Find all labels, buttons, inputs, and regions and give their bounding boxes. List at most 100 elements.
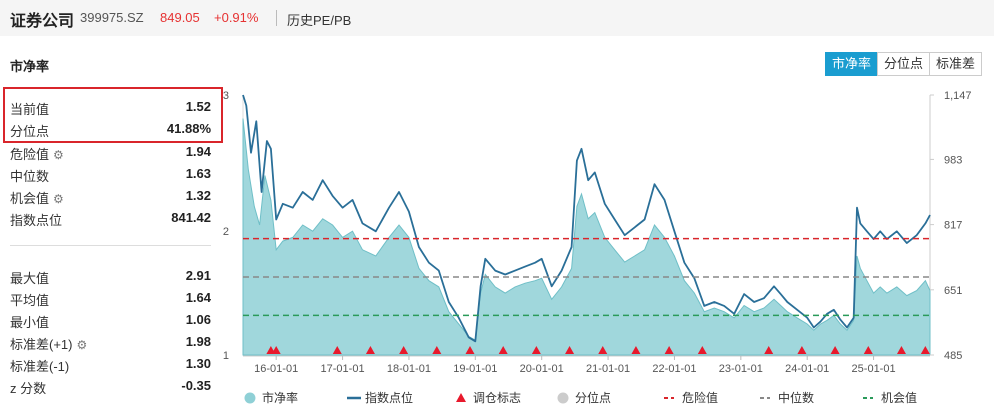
stat-current-value: 当前值 1.52: [10, 99, 211, 117]
stat-danger-value: 危险值 ⚙ 1.94: [10, 144, 211, 162]
x-axis-tick-label: 24-01-01: [785, 363, 829, 375]
x-axis-tick-label: 25-01-01: [852, 363, 896, 375]
stat-percentile: 分位点 41.88%: [10, 121, 211, 139]
stat-value: 1.63: [185, 166, 211, 181]
x-axis-tick-label: 19-01-01: [453, 363, 497, 375]
stat-label: 平均值: [10, 293, 50, 308]
stat-label: 最大值: [10, 271, 50, 286]
index-change: +0.91%: [214, 10, 259, 25]
rebalance-marker: [830, 346, 840, 354]
index-name: 证券公司: [10, 13, 75, 30]
left-axis-tick-label: 2: [223, 226, 229, 238]
rebalance-marker: [531, 346, 541, 354]
x-axis-tick-label: 23-01-01: [719, 363, 763, 375]
legend-percentile-swatch: [557, 392, 569, 404]
legend-label[interactable]: 市净率: [262, 390, 298, 405]
stat-label: 分位点: [10, 124, 50, 139]
rebalance-marker: [565, 346, 575, 354]
rebalance-marker: [920, 346, 930, 354]
rebalance-marker: [863, 346, 873, 354]
rebalance-marker: [465, 346, 475, 354]
rebalance-marker: [697, 346, 707, 354]
legend-label[interactable]: 调仓标志: [473, 391, 521, 405]
stat-label: 中位数: [10, 169, 50, 184]
x-axis-tick-label: 16-01-01: [254, 363, 298, 375]
current-value-highlight-box: [3, 87, 223, 143]
rebalance-marker: [664, 346, 674, 354]
x-axis-tick-label: 17-01-01: [321, 363, 365, 375]
rebalance-marker: [432, 346, 442, 354]
right-axis-tick-label: 817: [944, 220, 962, 232]
header-divider: [276, 10, 277, 26]
stat-mean: 平均值 1.64: [10, 290, 211, 308]
legend-label[interactable]: 危险值: [682, 390, 718, 405]
rebalance-marker: [498, 346, 508, 354]
stat-opportunity-value: 机会值 ⚙ 1.32: [10, 188, 211, 206]
legend-marker-swatch: [456, 393, 466, 402]
stat-index-level: 指数点位 841.42: [10, 210, 211, 228]
legend-label[interactable]: 机会值: [881, 390, 917, 405]
left-axis-tick-label: 3: [223, 90, 229, 102]
stat-label: 标准差(-1): [10, 359, 70, 374]
history-pe-pb-link[interactable]: 历史PE/PB: [287, 13, 352, 28]
stat-value: 1.64: [185, 290, 211, 305]
stat-median: 中位数 1.63: [10, 166, 211, 184]
index-code: 399975.SZ: [80, 10, 144, 25]
rebalance-marker: [365, 346, 375, 354]
stat-value: 1.06: [185, 312, 211, 327]
stat-value: 1.98: [185, 334, 211, 349]
legend-label[interactable]: 中位数: [778, 390, 814, 405]
right-axis-tick-label: 983: [944, 154, 962, 166]
index-line-series: [242, 94, 931, 343]
gear-icon[interactable]: ⚙: [76, 338, 88, 352]
x-axis-tick-label: 20-01-01: [520, 363, 564, 375]
stat-value: 1.52: [185, 99, 211, 114]
rebalance-marker: [399, 346, 409, 354]
gear-icon[interactable]: ⚙: [53, 192, 64, 206]
rebalance-marker: [598, 346, 608, 354]
header-bar: 证券公司 399975.SZ 849.05 +0.91% 历史PE/PB: [0, 0, 994, 36]
stat-std-minus: 标准差(-1) 1.30: [10, 356, 211, 374]
x-axis-tick-label: 21-01-01: [586, 363, 630, 375]
metric-tabs: 市净率 分位点 标准差: [825, 52, 983, 76]
rebalance-marker: [631, 346, 641, 354]
stat-min: 最小值 1.06: [10, 312, 211, 330]
rebalance-marker: [797, 346, 807, 354]
right-axis-tick-label: 1,147: [944, 90, 972, 102]
x-axis-tick-label: 22-01-01: [652, 363, 696, 375]
stat-label: 当前值: [10, 102, 50, 117]
stat-value: 1.30: [185, 356, 211, 371]
stat-label: z 分数: [10, 381, 47, 396]
rebalance-marker: [764, 346, 774, 354]
stat-label: 最小值: [10, 315, 50, 330]
legend-pb-swatch: [244, 392, 256, 404]
stat-std-plus: 标准差(+1) ⚙ 1.98: [10, 334, 211, 352]
rebalance-marker: [271, 346, 281, 354]
stat-value: 41.88%: [166, 121, 211, 136]
x-axis-tick-label: 18-01-01: [387, 363, 431, 375]
stat-max: 最大值 2.91: [10, 268, 211, 286]
stat-label: 指数点位: [10, 213, 63, 228]
stats-divider: [10, 245, 211, 246]
tab-std-dev[interactable]: 标准差: [929, 52, 983, 76]
legend-label[interactable]: 指数点位: [365, 390, 413, 405]
right-axis-tick-label: 485: [944, 350, 962, 362]
index-price: 849.05: [160, 10, 200, 25]
rebalance-marker: [896, 346, 906, 354]
tab-pb[interactable]: 市净率: [825, 52, 879, 76]
section-title: 市净率: [10, 59, 50, 74]
stat-value: -0.35: [181, 378, 211, 393]
gear-icon[interactable]: ⚙: [53, 148, 64, 162]
right-axis-tick-label: 651: [944, 285, 962, 297]
legend-label[interactable]: 分位点: [575, 390, 611, 405]
stat-value: 1.94: [185, 144, 211, 159]
stat-value: 841.42: [171, 210, 211, 225]
stat-label: 机会值 ⚙: [10, 191, 64, 206]
rebalance-marker: [332, 346, 342, 354]
stat-z-score: z 分数 -0.35: [10, 378, 211, 396]
pb-area-series: [242, 118, 931, 356]
stat-label: 标准差(+1) ⚙: [10, 337, 88, 352]
stat-value: 2.91: [185, 268, 211, 283]
stat-label: 危险值 ⚙: [10, 147, 64, 162]
